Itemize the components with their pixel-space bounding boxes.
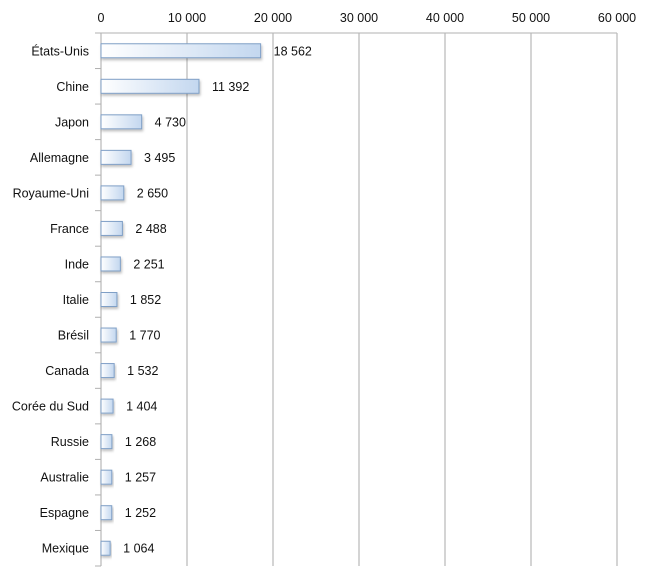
bar <box>100 220 123 236</box>
category-label: Espagne <box>40 506 89 520</box>
category-label: Russie <box>51 435 89 449</box>
bar <box>100 505 113 521</box>
category-label: Inde <box>65 257 89 271</box>
category-label: Corée du Sud <box>12 400 89 414</box>
bar <box>100 469 113 485</box>
data-label: 1 532 <box>127 364 158 378</box>
bar <box>100 185 125 201</box>
category-label: Japon <box>55 115 89 129</box>
data-label: 4 730 <box>155 115 186 129</box>
bar <box>100 78 200 94</box>
data-label: 1 852 <box>130 293 161 307</box>
data-label: 11 392 <box>212 80 249 94</box>
x-tick-label: 20 000 <box>254 11 292 25</box>
category-label: Brésil <box>58 329 89 343</box>
category-label: Allemagne <box>30 151 89 165</box>
bar <box>100 256 121 272</box>
x-tick-label: 40 000 <box>426 11 464 25</box>
category-label: Italie <box>63 293 89 307</box>
data-label: 1 404 <box>126 400 157 414</box>
data-label: 18 562 <box>274 44 312 58</box>
data-label: 1 064 <box>123 542 154 556</box>
data-label: 2 488 <box>135 222 166 236</box>
bar <box>100 434 113 450</box>
x-tick-label: 50 000 <box>512 11 550 25</box>
category-label: Royaume-Uni <box>13 186 89 200</box>
category-label: Australie <box>40 471 89 485</box>
data-label: 3 495 <box>144 151 175 165</box>
data-label: 1 257 <box>125 471 156 485</box>
bar <box>100 540 111 556</box>
data-label: 1 252 <box>125 506 156 520</box>
category-label: France <box>50 222 89 236</box>
bar <box>100 363 115 379</box>
category-label: Chine <box>56 80 89 94</box>
data-label: 2 650 <box>137 186 168 200</box>
category-label: États-Unis <box>31 43 89 58</box>
x-tick-label: 30 000 <box>340 11 378 25</box>
bar <box>100 292 118 307</box>
data-label: 2 251 <box>133 257 164 271</box>
category-label: Mexique <box>42 542 89 556</box>
data-label: 1 268 <box>125 435 156 449</box>
bar <box>100 327 117 343</box>
x-tick-label: 0 <box>98 11 105 25</box>
bar <box>100 149 132 165</box>
x-tick-label: 60 000 <box>598 11 636 25</box>
bar <box>100 114 143 130</box>
category-label: Canada <box>45 364 89 378</box>
data-label: 1 770 <box>129 329 160 343</box>
x-tick-label: 10 000 <box>168 11 206 25</box>
bar <box>100 43 262 59</box>
bar <box>100 398 114 414</box>
